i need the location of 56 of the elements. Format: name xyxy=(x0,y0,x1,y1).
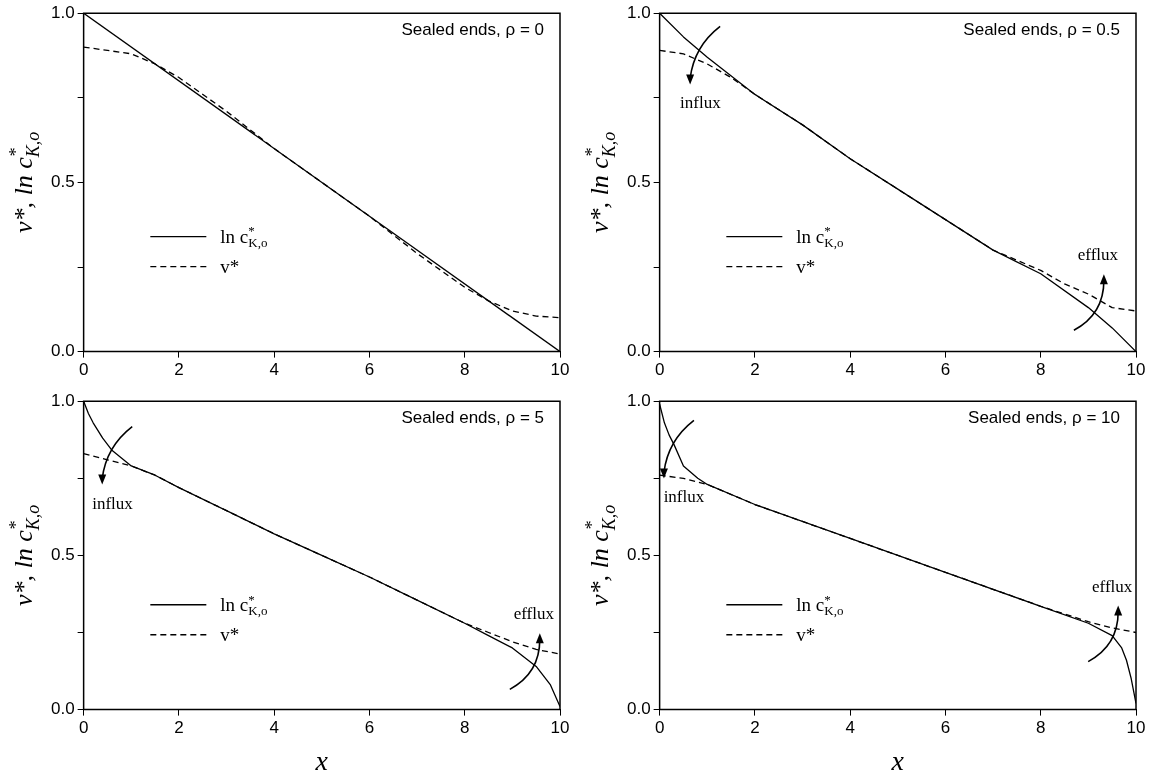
x-tick-label: 10 xyxy=(550,360,570,380)
y-tick-label: 1.0 xyxy=(50,390,75,410)
x-tick-label: 8 xyxy=(459,360,470,380)
x-tick-label: 6 xyxy=(364,718,375,738)
x-tick-label: 4 xyxy=(845,360,855,380)
y-tick-label: 0.0 xyxy=(50,341,75,361)
annotation: influx xyxy=(92,493,134,513)
x-tick-label: 4 xyxy=(845,718,855,738)
y-tick-label: 0.5 xyxy=(626,172,651,192)
x-tick-label: 8 xyxy=(1035,360,1046,380)
annotation: efflux xyxy=(1092,576,1133,596)
x-tick-label: 2 xyxy=(174,718,184,738)
x-tick-label: 4 xyxy=(269,718,279,738)
legend-label: v* xyxy=(220,255,240,277)
x-tick-label: 0 xyxy=(78,360,89,380)
x-tick-label: 6 xyxy=(940,360,951,380)
x-tick-label: 6 xyxy=(940,718,951,738)
legend-label: v* xyxy=(796,623,816,645)
y-axis-title: v*, ln c*K,o xyxy=(582,504,619,607)
y-axis-title: v*, ln c*K,o xyxy=(582,131,619,234)
x-tick-label: 8 xyxy=(1035,718,1046,738)
x-tick-label: 10 xyxy=(550,718,570,738)
y-tick-label: 0.0 xyxy=(50,699,75,719)
x-tick-label: 0 xyxy=(78,718,89,738)
chart-title: Sealed ends, ρ = 0 xyxy=(401,20,544,40)
legend-label: v* xyxy=(220,623,240,645)
x-tick-label: 0 xyxy=(654,360,665,380)
chart-title: Sealed ends, ρ = 10 xyxy=(968,408,1120,428)
x-tick-label: 10 xyxy=(1126,718,1146,738)
x-tick-label: 2 xyxy=(750,718,760,738)
y-tick-label: 0.0 xyxy=(626,341,651,361)
y-tick-label: 0.0 xyxy=(626,699,651,719)
x-tick-label: 4 xyxy=(269,360,279,380)
y-axis-title: v*, ln c*K,o xyxy=(6,504,43,607)
y-tick-label: 0.5 xyxy=(626,545,651,565)
legend-label: v* xyxy=(796,255,816,277)
annotation: influx xyxy=(680,93,722,113)
x-tick-label: 10 xyxy=(1126,360,1146,380)
x-axis-title: x xyxy=(890,745,905,776)
y-tick-label: 1.0 xyxy=(626,390,651,410)
y-tick-label: 1.0 xyxy=(50,2,75,22)
annotation: efflux xyxy=(513,604,555,624)
x-tick-label: 8 xyxy=(459,718,470,738)
y-tick-label: 1.0 xyxy=(626,2,651,22)
annotation: efflux xyxy=(1077,245,1119,265)
x-tick-label: 2 xyxy=(750,360,760,380)
chart-title: Sealed ends, ρ = 0.5 xyxy=(963,20,1121,40)
x-tick-label: 6 xyxy=(364,360,375,380)
chart-title: Sealed ends, ρ = 5 xyxy=(401,408,544,428)
x-tick-label: 0 xyxy=(654,718,665,738)
y-tick-label: 0.5 xyxy=(50,172,75,192)
x-axis-title: x xyxy=(314,745,329,776)
y-axis-title: v*, ln c*K,o xyxy=(6,131,43,234)
x-tick-label: 2 xyxy=(174,360,184,380)
annotation: influx xyxy=(663,487,705,507)
y-tick-label: 0.5 xyxy=(50,545,75,565)
